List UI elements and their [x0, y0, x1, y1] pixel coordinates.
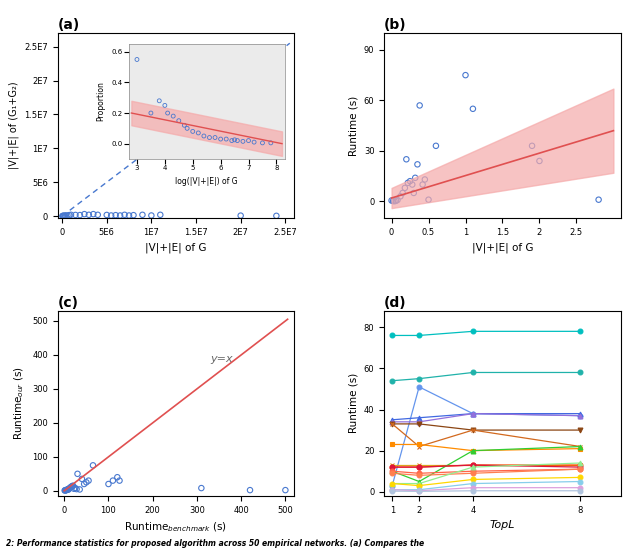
Point: [64, 210, 74, 219]
Point: [58, 212, 68, 220]
Point: [84, 210, 94, 219]
Point: [245, 486, 255, 495]
Point: [61, 486, 71, 495]
Point: [60, 486, 70, 495]
Point: [280, 486, 291, 495]
Point: [111, 210, 121, 219]
Point: [527, 142, 537, 150]
Point: [63, 485, 74, 494]
Point: [129, 210, 139, 219]
Point: [70, 484, 81, 493]
Point: [236, 211, 246, 220]
Text: (d): (d): [384, 295, 407, 310]
Point: [391, 197, 401, 206]
Point: [397, 188, 408, 197]
Point: [88, 461, 98, 470]
Point: [102, 210, 112, 219]
Point: [138, 210, 148, 219]
Point: [83, 476, 93, 485]
Text: y=x: y=x: [210, 354, 233, 364]
Point: [58, 212, 68, 220]
X-axis label: |V|+|E| of G: |V|+|E| of G: [472, 242, 533, 253]
Point: [66, 482, 76, 491]
Point: [420, 175, 430, 184]
Point: [63, 485, 73, 494]
Y-axis label: Runtime$_{our}$ (s): Runtime$_{our}$ (s): [13, 366, 26, 440]
Point: [403, 179, 413, 187]
Point: [387, 196, 397, 205]
Point: [389, 197, 399, 206]
Point: [88, 210, 99, 219]
Point: [70, 210, 81, 219]
X-axis label: Runtime$_{benchmark}$ (s): Runtime$_{benchmark}$ (s): [124, 520, 227, 534]
Point: [115, 476, 125, 485]
Point: [460, 71, 470, 79]
Point: [79, 479, 89, 488]
Point: [67, 482, 77, 490]
Point: [58, 212, 68, 220]
Point: [396, 192, 406, 201]
Point: [72, 469, 83, 478]
Point: [68, 482, 78, 490]
Point: [65, 483, 76, 492]
Point: [60, 486, 70, 495]
Point: [431, 142, 441, 150]
Point: [147, 211, 157, 220]
Point: [65, 484, 75, 493]
Point: [412, 160, 422, 169]
X-axis label: TopL: TopL: [490, 520, 515, 530]
Point: [103, 479, 113, 488]
Point: [388, 197, 398, 206]
Point: [60, 486, 70, 495]
Point: [196, 484, 207, 493]
Point: [81, 478, 92, 487]
Point: [106, 211, 116, 220]
Point: [69, 484, 79, 493]
Point: [79, 210, 90, 219]
Point: [77, 474, 87, 483]
Point: [60, 211, 70, 220]
Point: [408, 188, 419, 197]
Point: [75, 485, 85, 494]
Point: [72, 485, 82, 494]
Text: (c): (c): [58, 295, 79, 310]
Point: [417, 180, 428, 189]
Point: [468, 104, 478, 113]
Point: [424, 195, 434, 204]
Text: (b): (b): [384, 18, 407, 32]
Text: (a): (a): [58, 18, 80, 32]
Point: [405, 177, 415, 186]
Point: [155, 210, 165, 219]
Point: [407, 180, 417, 189]
Y-axis label: Runtime (s): Runtime (s): [348, 373, 358, 434]
Point: [63, 485, 74, 494]
Point: [61, 211, 71, 220]
Point: [400, 183, 410, 192]
Point: [401, 155, 412, 164]
Point: [115, 211, 125, 220]
Point: [61, 486, 72, 495]
Point: [62, 485, 72, 494]
Point: [410, 174, 420, 182]
Point: [62, 211, 72, 220]
Point: [93, 210, 103, 219]
Y-axis label: Runtime (s): Runtime (s): [348, 95, 358, 156]
Point: [75, 210, 85, 219]
Point: [415, 101, 425, 110]
Y-axis label: |V|+|E| of (G₁+G₂): |V|+|E| of (G₁+G₂): [8, 82, 19, 170]
X-axis label: |V|+|E| of G: |V|+|E| of G: [145, 242, 207, 253]
Text: 2: Performance statistics for proposed algorithm across 50 empirical networks. (: 2: Performance statistics for proposed a…: [6, 539, 424, 548]
Point: [112, 473, 122, 482]
Point: [593, 195, 604, 204]
Point: [108, 476, 118, 485]
Point: [271, 212, 282, 220]
Point: [392, 196, 403, 204]
Point: [124, 211, 134, 220]
Point: [534, 156, 545, 165]
Point: [120, 210, 130, 219]
Point: [62, 485, 72, 494]
Point: [59, 212, 69, 220]
Point: [66, 210, 76, 219]
